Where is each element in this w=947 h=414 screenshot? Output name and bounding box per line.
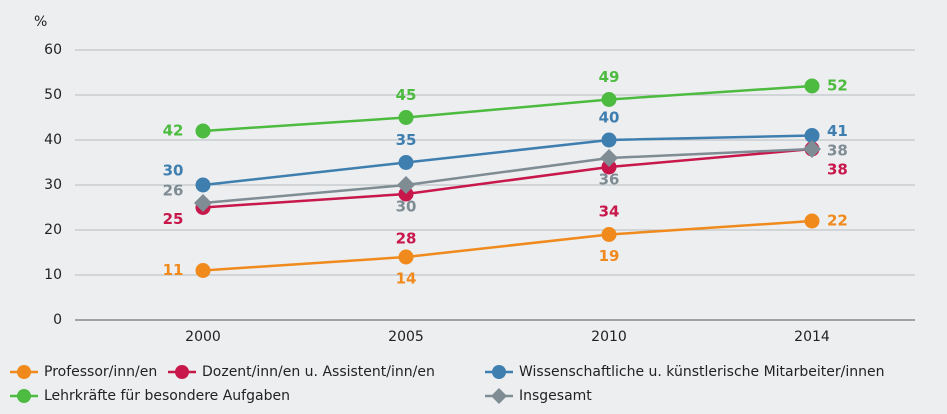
y-tick-label: 60 <box>44 42 62 58</box>
legend-marker <box>17 365 31 379</box>
data-label: 25 <box>163 210 184 228</box>
marker <box>195 123 211 139</box>
data-label: 30 <box>396 198 417 216</box>
data-label: 45 <box>396 86 417 104</box>
data-label: 26 <box>163 182 184 200</box>
data-label: 49 <box>599 68 620 86</box>
data-label: 41 <box>827 122 848 140</box>
series-line <box>202 219 813 272</box>
marker <box>398 110 414 125</box>
y-axis-label: % <box>34 14 47 30</box>
data-label: 34 <box>599 203 620 221</box>
marker <box>398 155 414 170</box>
series-line <box>202 147 813 209</box>
data-label: 36 <box>599 171 620 189</box>
data-label: 42 <box>163 122 184 140</box>
marker <box>804 128 820 143</box>
y-tick-label: 30 <box>44 177 62 193</box>
x-tick-label: 2000 <box>185 329 221 345</box>
marker <box>804 78 820 94</box>
y-tick-label: 10 <box>44 267 62 283</box>
marker <box>803 140 821 158</box>
data-label: 14 <box>396 270 417 288</box>
data-label: 35 <box>396 131 417 149</box>
marker <box>601 92 617 107</box>
legend-marker <box>175 365 189 379</box>
marker <box>600 149 618 167</box>
series-line <box>202 147 813 205</box>
marker <box>601 227 617 242</box>
data-label: 38 <box>827 161 848 179</box>
marker <box>804 213 820 229</box>
legend-label: Professor/inn/en <box>44 364 157 380</box>
x-tick-label: 2005 <box>388 329 424 345</box>
legend-label: Insgesamt <box>519 388 592 404</box>
legend-label: Wissenschaftliche u. künstlerische Mitar… <box>519 364 884 380</box>
data-label: 19 <box>599 247 620 265</box>
marker <box>398 249 414 265</box>
data-label: 52 <box>827 77 848 95</box>
legend-marker <box>17 389 31 403</box>
marker <box>195 177 211 193</box>
marker <box>601 132 617 148</box>
y-tick-label: 20 <box>44 222 62 238</box>
series-line <box>202 134 813 187</box>
marker <box>194 194 212 212</box>
legend-marker <box>492 365 506 379</box>
x-tick-label: 2014 <box>794 329 830 345</box>
data-label: 22 <box>827 212 848 230</box>
marker <box>195 263 211 278</box>
data-label: 28 <box>396 230 417 248</box>
legend-marker <box>491 388 507 404</box>
legend-label: Dozent/inn/en u. Assistent/inn/en <box>202 364 435 380</box>
data-label: 11 <box>163 261 184 279</box>
legend-label: Lehrkräfte für besondere Aufgaben <box>44 388 290 404</box>
data-label: 40 <box>599 109 620 127</box>
y-tick-label: 0 <box>53 312 62 328</box>
x-tick-label: 2010 <box>591 329 627 345</box>
y-tick-label: 50 <box>44 87 62 103</box>
marker <box>397 176 415 194</box>
data-label: 38 <box>827 142 848 160</box>
series-line <box>202 84 813 133</box>
data-label: 30 <box>163 162 184 180</box>
y-tick-label: 40 <box>44 132 62 148</box>
